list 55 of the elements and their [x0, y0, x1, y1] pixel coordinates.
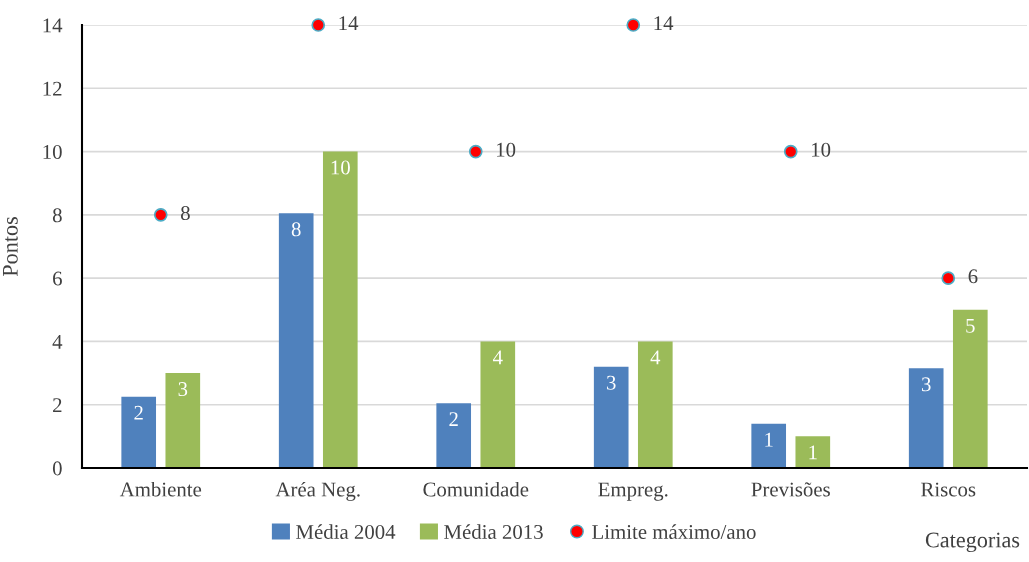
data-label: 1: [765, 432, 773, 447]
data-label: 4: [650, 350, 661, 365]
y-axis-title: Pontos: [2, 217, 18, 277]
data-label: 1: [809, 445, 817, 460]
x-tick-label: Ambiente: [119, 481, 202, 497]
data-label: 3: [921, 377, 931, 392]
bar: [121, 396, 157, 468]
y-tick-label: 0: [52, 461, 62, 476]
x-tick-label: Riscos: [921, 482, 976, 497]
data-label: 2: [134, 405, 143, 420]
y-tick-label: 6: [53, 271, 62, 286]
y-tick-label: 14: [43, 18, 63, 33]
data-label: 8: [180, 206, 190, 221]
data-label: 8: [291, 222, 301, 237]
data-label: 14: [339, 16, 359, 31]
data-label: 3: [178, 382, 188, 397]
data-label: 4: [493, 350, 503, 365]
bar: [480, 341, 516, 468]
bar: [436, 403, 472, 468]
point: [626, 18, 641, 32]
x-tick-label: Comunidade: [423, 481, 529, 497]
point: [783, 144, 798, 159]
y-tick-label: 4: [52, 334, 63, 349]
point: [153, 208, 168, 222]
x-tick-label: Empreg.: [598, 482, 668, 501]
data-label: 6: [968, 269, 978, 284]
x-tick-label: Previsões: [751, 482, 830, 497]
bar: [751, 423, 787, 468]
bar: [795, 436, 831, 468]
y-tick-label: 8: [52, 208, 62, 223]
y-tick-label: 12: [43, 81, 62, 96]
data-label: 10: [497, 142, 516, 157]
legend-label: Média 2004: [296, 524, 396, 540]
bar: [593, 366, 629, 468]
bar: [322, 151, 358, 468]
data-label: 10: [812, 142, 831, 157]
data-label: 10: [331, 160, 350, 175]
y-tick-label: 10: [43, 144, 62, 159]
legend-label: Média 2013: [444, 524, 543, 540]
x-tick-label: Aréa Neg.: [275, 481, 360, 501]
bar: [908, 368, 944, 468]
legend-label: Limite máximo/ano: [592, 524, 756, 540]
bar: [952, 309, 988, 468]
point: [311, 18, 326, 32]
bar: [278, 213, 314, 468]
data-label: 2: [449, 412, 458, 426]
point: [468, 144, 483, 159]
data-label: 14: [654, 16, 674, 31]
x-axis-title: Categorias: [925, 532, 1020, 553]
data-label: 5: [966, 318, 975, 333]
data-label: 3: [606, 375, 616, 390]
bar: [165, 373, 201, 468]
point: [941, 271, 956, 285]
y-tick-label: 2: [53, 398, 62, 412]
bar: [637, 341, 673, 468]
